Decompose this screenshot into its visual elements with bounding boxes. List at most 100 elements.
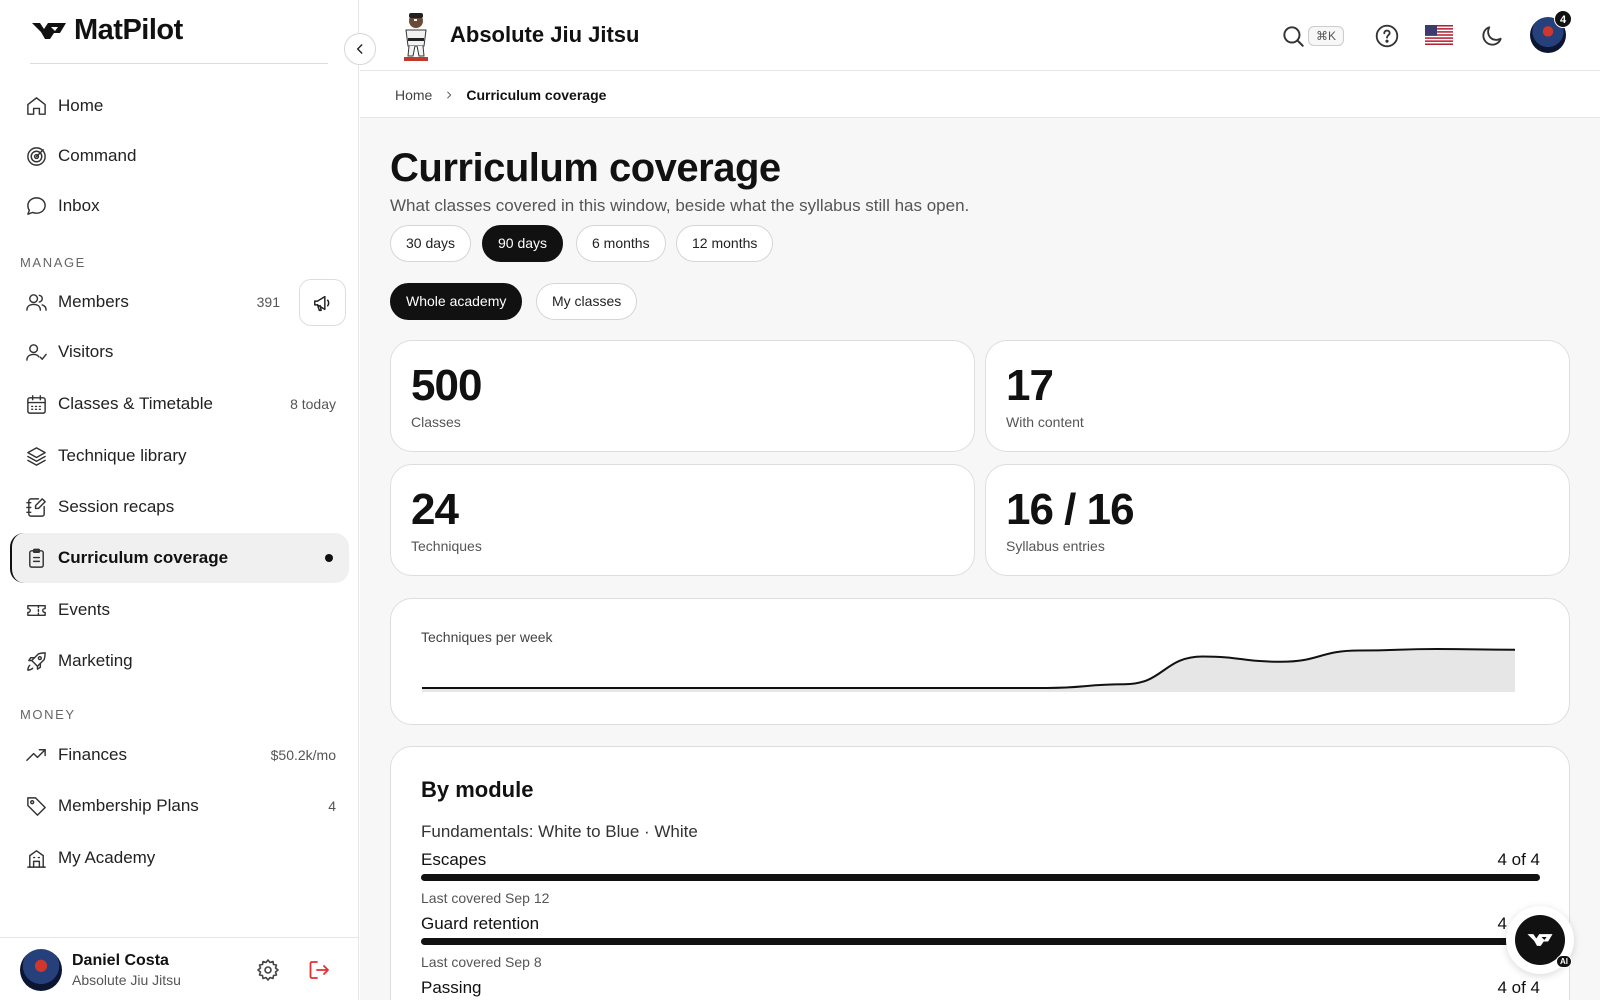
finances-mrr: $50.2k/mo [270, 747, 336, 763]
search-shortcut-badge: ⌘K [1308, 26, 1345, 46]
sidebar-item-label: Inbox [58, 196, 100, 215]
sidebar-item-events[interactable]: Events [12, 585, 348, 635]
coverage-bar-fill [421, 938, 1540, 945]
divider [30, 63, 328, 64]
sidebar-item-command[interactable]: Command [12, 131, 348, 181]
chevron-left-icon [356, 44, 363, 54]
breadcrumb: Home Curriculum coverage [360, 72, 1600, 118]
coverage-bar-fill [421, 874, 1540, 881]
trending-up-icon [24, 743, 48, 767]
users-icon [24, 290, 48, 314]
sidebar-item-label: Members [58, 292, 129, 311]
us-flag-icon[interactable] [1425, 24, 1453, 46]
stat-value: 24 [411, 485, 459, 534]
stat-label: Classes [411, 414, 461, 430]
sidebar-item-label: Visitors [58, 342, 114, 361]
stat-label: With content [1006, 414, 1084, 430]
section-heading-manage: MANAGE [20, 255, 86, 270]
user-bar: Daniel Costa Absolute Jiu Jitsu [0, 937, 359, 1000]
breadcrumb-home-link[interactable]: Home [395, 86, 433, 103]
breadcrumb-current: Curriculum coverage [466, 86, 607, 103]
classes-today-count: 8 today [290, 396, 336, 412]
active-indicator [325, 554, 333, 562]
chart-plot [422, 647, 1516, 692]
range-30-days-button[interactable]: 30 days [390, 225, 472, 262]
sidebar-item-members[interactable]: Members 391 [12, 277, 292, 327]
members-count: 391 [256, 294, 280, 310]
sidebar-item-home[interactable]: Home [12, 81, 348, 131]
sidebar-item-label: Home [58, 96, 104, 115]
sidebar-item-my-academy[interactable]: My Academy [12, 833, 348, 883]
gear-icon[interactable] [256, 958, 280, 982]
chevron-right-icon [444, 87, 454, 103]
module-group-title: Fundamentals: White to Blue · White [421, 822, 698, 841]
section-heading-money: MONEY [20, 707, 76, 722]
scope-whole-academy-button[interactable]: Whole academy [390, 283, 523, 320]
coverage-bar [421, 938, 1540, 945]
by-module-card: By module Fundamentals: White to Blue · … [390, 746, 1570, 1000]
plans-count: 4 [328, 798, 336, 814]
notification-badge: 4 [1554, 10, 1572, 28]
sidebar-item-label: Membership Plans [58, 796, 199, 815]
user-check-icon [24, 340, 48, 364]
notebook-pen-icon [24, 495, 48, 519]
sidebar-item-label: Curriculum coverage [58, 548, 229, 567]
stat-value: 17 [1006, 361, 1054, 410]
topic-name: Passing [421, 978, 482, 997]
sidebar-item-label: Session recaps [58, 497, 175, 516]
clipboard-list-icon [24, 546, 48, 570]
topbar: Absolute Jiu Jitsu ⌘K 4 [360, 0, 1600, 71]
rocket-icon [24, 649, 48, 673]
ai-badge: AI [1556, 955, 1572, 968]
sidebar-item-marketing[interactable]: Marketing [12, 636, 348, 686]
topic-name: Escapes [421, 850, 487, 869]
stat-card-classes: 500 Classes [390, 340, 975, 452]
topic-count: 4 of 4 [1497, 850, 1540, 869]
last-covered: Last covered Sep 12 [421, 890, 550, 906]
tag-icon [24, 794, 48, 818]
sidebar-item-session-recaps[interactable]: Session recaps [12, 482, 348, 532]
sidebar-item-technique-library[interactable]: Technique library [12, 431, 348, 481]
academy-name: Absolute Jiu Jitsu [450, 22, 640, 47]
techniques-per-week-chart: Techniques per week [390, 598, 1570, 725]
chart-title: Techniques per week [421, 629, 553, 645]
home-icon [24, 94, 48, 118]
sidebar-item-finances[interactable]: Finances $50.2k/mo [12, 730, 348, 780]
topic-name: Guard retention [421, 914, 540, 933]
scope-my-classes-button[interactable]: My classes [536, 283, 638, 320]
collapse-sidebar-button[interactable] [344, 33, 376, 65]
sidebar-item-label: Events [58, 600, 110, 619]
topic-count: 4 of 4 [1497, 978, 1540, 997]
sidebar-item-inbox[interactable]: Inbox [12, 181, 348, 231]
stat-card-syllabus-entries: 16 / 16 Syllabus entries [985, 464, 1570, 576]
moon-icon[interactable] [1479, 23, 1505, 49]
coverage-bar [421, 874, 1540, 881]
building-icon [24, 846, 48, 870]
stat-card-techniques: 24 Techniques [390, 464, 975, 576]
ai-assistant-button[interactable]: AI [1506, 906, 1574, 974]
sidebar-item-visitors[interactable]: Visitors [12, 327, 348, 377]
last-covered: Last covered Sep 8 [421, 954, 542, 970]
sidebar-item-label: Finances [58, 745, 127, 764]
main-content: Curriculum coverage What classes covered… [360, 118, 1600, 1000]
help-icon[interactable] [1374, 23, 1400, 49]
range-90-days-button[interactable]: 90 days [482, 225, 564, 262]
sidebar: MatPilot Home Command Inbox MANAGE Membe… [0, 0, 359, 1000]
sidebar-item-membership-plans[interactable]: Membership Plans 4 [12, 781, 348, 831]
logout-icon[interactable] [307, 958, 331, 982]
sidebar-item-classes[interactable]: Classes & Timetable 8 today [12, 379, 348, 429]
sidebar-item-curriculum-coverage[interactable]: Curriculum coverage [10, 533, 349, 583]
megaphone-icon [313, 295, 329, 311]
announce-button[interactable] [299, 279, 346, 326]
chart-area-fill [422, 649, 1515, 692]
ai-logo-icon: AI [1515, 915, 1572, 968]
avatar[interactable] [20, 949, 62, 991]
section-title: By module [421, 777, 534, 802]
range-12-months-button[interactable]: 12 months [676, 225, 774, 262]
stat-card-with-content: 17 With content [985, 340, 1570, 452]
sidebar-item-label: My Academy [58, 848, 156, 867]
app-logo[interactable]: MatPilot [30, 14, 183, 47]
search-icon[interactable] [1280, 23, 1306, 49]
calendar-icon [24, 392, 48, 416]
range-6-months-button[interactable]: 6 months [576, 225, 666, 262]
